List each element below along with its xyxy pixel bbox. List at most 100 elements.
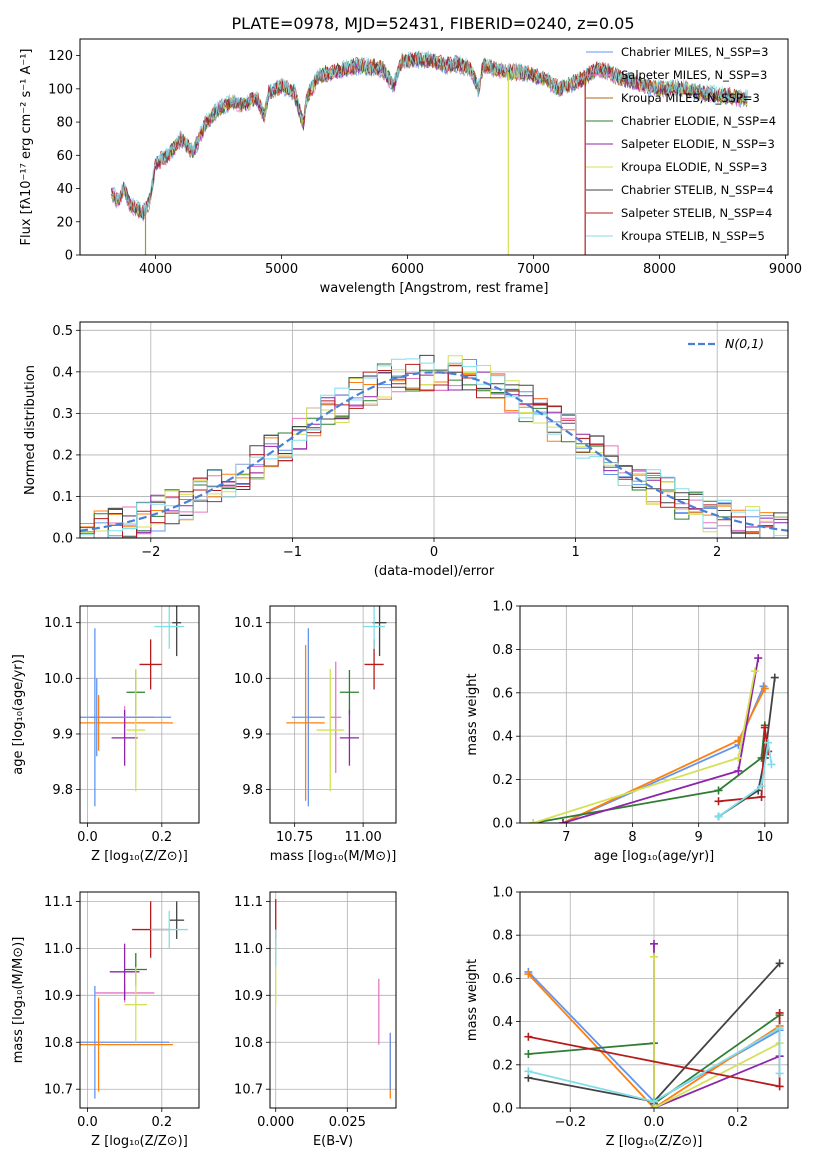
- figure-title: PLATE=0978, MJD=52431, FIBERID=0240, z=0…: [231, 14, 634, 33]
- massweight-line: [653, 956, 781, 1108]
- residual-histogram-panel: N(0,1) −2 −1 0 1 2 0.0 0.1 0.2 0.3 0.4 0.5 (data-mod…: [23, 321, 789, 579]
- x-tick-label: 9000: [769, 262, 802, 277]
- x-tick-label: 2: [713, 545, 721, 560]
- y-tick-label: 0.2: [492, 773, 513, 788]
- x-tick-label: 10.75: [276, 830, 313, 845]
- y-tick-label: 0.4: [52, 365, 73, 380]
- x-tick-label: 0.0: [77, 1115, 98, 1130]
- plus-marker: [760, 723, 769, 732]
- plot-area: [275, 899, 391, 1099]
- x-tick-label: 10: [757, 830, 774, 845]
- x-tick-label: 0: [430, 545, 438, 560]
- plus-marker: [754, 654, 763, 663]
- y-tick-label: 0.1: [52, 490, 73, 505]
- x-tick-label: 0.025: [329, 1115, 366, 1130]
- y-axis-label: mass weight: [465, 959, 480, 1041]
- plus-marker: [764, 738, 773, 747]
- plus-marker: [767, 760, 776, 769]
- y-tick-label: 10.7: [234, 1083, 263, 1098]
- x-tick-label: −0.2: [554, 1115, 586, 1130]
- x-axis-label: Z [log₁₀(Z/Z⊙)]: [91, 849, 188, 864]
- y-tick-label: 10.8: [234, 1036, 263, 1051]
- massweight-line: [528, 1026, 781, 1103]
- x-tick-label: 0.2: [727, 1115, 748, 1130]
- plus-marker: [770, 673, 779, 682]
- plot-area: [80, 354, 788, 538]
- massweight-line: [533, 725, 766, 823]
- x-tick-label: 4000: [139, 262, 172, 277]
- massweight-line: [562, 685, 765, 823]
- y-tick-label: 10.9: [44, 989, 73, 1004]
- axes-frame: [79, 891, 200, 1109]
- x-tick-label: 7000: [517, 262, 550, 277]
- y-tick-label: 11.1: [44, 895, 73, 910]
- axes-frame: [79, 38, 789, 256]
- legend-label: Kroupa MILES, N_SSP=3: [621, 91, 760, 105]
- y-axis-label: Normed distribution: [23, 365, 38, 495]
- y-tick-label: 10.1: [234, 616, 263, 631]
- x-tick-label: 0.2: [151, 1115, 172, 1130]
- y-tick-label: 120: [48, 49, 73, 64]
- plus-marker: [757, 782, 766, 791]
- plus-marker: [714, 812, 723, 821]
- y-tick-label: 80: [56, 116, 73, 131]
- x-tick-label: 9: [695, 830, 703, 845]
- y-tick-label: 11.1: [234, 895, 263, 910]
- y-tick-label: 1.0: [492, 600, 513, 615]
- y-tick-label: 20: [56, 215, 73, 230]
- plus-marker: [650, 1097, 658, 1106]
- x-axis-label: (data-model)/error: [374, 564, 495, 579]
- plus-marker: [775, 1069, 784, 1078]
- y-tick-label: 9.9: [242, 727, 263, 742]
- plus-marker: [559, 819, 568, 823]
- plus-marker: [650, 952, 658, 961]
- massweight-vs-age-panel: 7 8 9 10 0.0 0.2 0.4 0.6 0.8 1.0 age [log₁₀(age/yr…: [465, 600, 789, 864]
- y-tick-label: 11.0: [234, 942, 263, 957]
- y-tick-label: 11.0: [44, 942, 73, 957]
- legend-label: Salpeter ELODIE, N_SSP=3: [621, 137, 775, 151]
- axes-frame: [519, 605, 789, 824]
- spectrum-panel: Chabrier MILES, N_SSP=3 Salpeter MILES, N…: [19, 38, 802, 296]
- plus-marker: [524, 1050, 533, 1058]
- plus-marker: [750, 667, 759, 676]
- legend-label: Salpeter STELIB, N_SSP=4: [621, 206, 772, 220]
- x-axis-label: Z [log₁₀(Z/Z⊙)]: [91, 1134, 188, 1149]
- legend-label: N(0,1): [725, 336, 764, 351]
- x-tick-label: 5000: [265, 262, 298, 277]
- y-tick-label: 9.8: [52, 783, 73, 798]
- plus-marker: [524, 1032, 533, 1041]
- y-tick-label: 10.7: [44, 1083, 73, 1098]
- y-tick-label: 10.8: [44, 1036, 73, 1051]
- y-tick-label: 0.0: [492, 817, 513, 832]
- plus-marker: [529, 819, 538, 823]
- legend-label: Chabrier MILES, N_SSP=3: [621, 45, 768, 59]
- y-axis-label: mass [log₁₀(M/M⊙)]: [11, 937, 26, 1064]
- y-tick-label: 0.2: [52, 448, 73, 463]
- y-tick-label: 10.0: [44, 672, 73, 687]
- y-tick-label: 60: [56, 149, 73, 164]
- plot-area: [80, 901, 188, 1099]
- y-tick-label: 10.9: [234, 989, 263, 1004]
- y-tick-label: 1.0: [492, 886, 513, 901]
- x-tick-label: 8000: [643, 262, 676, 277]
- histogram-step: [80, 358, 788, 538]
- plot-area: [286, 606, 387, 807]
- y-axis-label: mass weight: [465, 673, 480, 755]
- y-tick-label: 10.0: [234, 672, 263, 687]
- plus-marker: [714, 786, 723, 795]
- plus-marker: [760, 684, 769, 693]
- spectrum-line: [111, 50, 748, 218]
- x-axis-label: age [log₁₀(age/yr)]: [594, 849, 715, 864]
- legend-label: Kroupa ELODIE, N_SSP=3: [621, 160, 767, 174]
- x-tick-label: 0.2: [151, 830, 172, 845]
- x-tick-label: −1: [283, 545, 302, 560]
- x-tick-label: 1: [571, 545, 579, 560]
- legend-label: Chabrier ELODIE, N_SSP=4: [621, 114, 776, 128]
- y-tick-label: 100: [48, 82, 73, 97]
- y-tick-label: 0.6: [492, 686, 513, 701]
- plus-marker: [734, 753, 743, 762]
- x-tick-label: 11.00: [345, 830, 382, 845]
- normal-curve: [80, 371, 788, 532]
- mass-vs-metallicity-panel: 0.0 0.2 10.7 10.8 10.9 11.0 11.1 Z [log₁₀(Z/Z⊙)…: [11, 891, 200, 1149]
- x-tick-label: 6000: [391, 262, 424, 277]
